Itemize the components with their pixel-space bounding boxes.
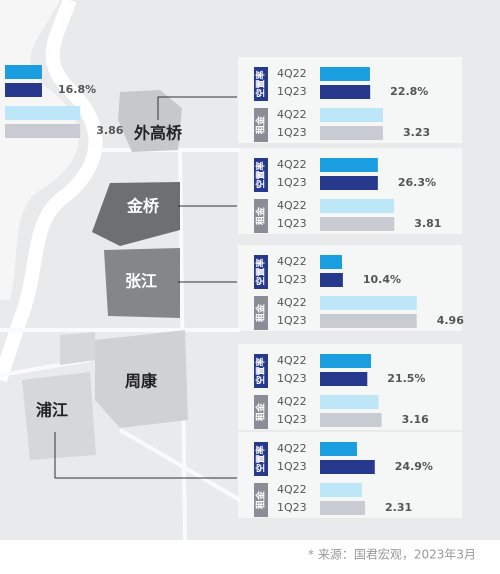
period-label: 4Q22 [277, 67, 307, 80]
period-label: 4Q22 [277, 442, 307, 455]
legend-box [254, 395, 268, 429]
bar [320, 67, 370, 81]
bar [320, 255, 342, 269]
district-label: 张江 [125, 272, 157, 291]
bar [320, 413, 382, 427]
bar [320, 217, 395, 231]
value-label: 16.8% [58, 83, 96, 96]
district-area [95, 330, 188, 428]
bar [320, 354, 372, 368]
period-label: 4Q22 [277, 483, 307, 496]
source-note: * 来源：国君宏观，2023年3月 [308, 547, 476, 562]
period-label: 1Q23 [277, 372, 307, 385]
legend-box [254, 442, 268, 476]
period-label: 4Q22 [277, 395, 307, 408]
period-label: 1Q23 [277, 413, 307, 426]
value-label: 26.3% [398, 176, 436, 189]
bar [5, 106, 81, 120]
period-label: 1Q23 [277, 501, 307, 514]
district-label: 金桥 [126, 197, 160, 216]
district-label: 周康 [125, 372, 158, 391]
bar [5, 83, 42, 97]
legend-label: 空置率 [255, 445, 267, 472]
bar [320, 126, 383, 140]
legend-box [254, 158, 268, 192]
value-label: 3.86 [96, 124, 123, 137]
bar [320, 460, 375, 474]
legend-label: 租金 [255, 402, 267, 421]
bar [320, 85, 371, 99]
district-area [22, 372, 96, 460]
legend-box [254, 67, 268, 101]
district-label: 浦江 [36, 401, 68, 420]
bar [320, 442, 357, 456]
bar [320, 483, 362, 497]
period-label: 1Q23 [277, 85, 307, 98]
legend-box [254, 483, 268, 517]
value-label: 3.81 [414, 217, 441, 230]
period-label: 4Q22 [277, 296, 307, 309]
period-label: 1Q23 [277, 460, 307, 473]
bar [320, 158, 378, 172]
legend-label: 空置率 [255, 258, 267, 285]
connector [54, 96, 237, 479]
legend-label: 租金 [255, 115, 267, 134]
value-label: 3.23 [403, 126, 430, 139]
value-label: 21.5% [387, 372, 425, 385]
legend-label: 空置率 [255, 161, 267, 188]
value-label: 4.96 [437, 314, 464, 327]
bar [320, 372, 368, 386]
legend-box [254, 199, 268, 233]
district-area [118, 90, 182, 152]
period-label: 1Q23 [277, 217, 307, 230]
legend-label: 空置率 [255, 70, 267, 97]
period-label: 4Q22 [277, 354, 307, 367]
legend-label: 租金 [255, 490, 267, 509]
legend-box [254, 296, 268, 330]
bar [5, 65, 42, 79]
legend-label: 租金 [255, 303, 267, 322]
river [0, 0, 103, 383]
value-label: 10.4% [363, 273, 401, 286]
period-label: 4Q22 [277, 255, 307, 268]
bar [320, 199, 395, 213]
bar [320, 273, 343, 287]
period-label: 1Q23 [277, 273, 307, 286]
period-label: 4Q22 [277, 199, 307, 212]
bar [320, 296, 417, 310]
value-label: 2.31 [385, 501, 412, 514]
bar [320, 176, 378, 190]
legend-box [254, 255, 268, 289]
district-label: 外高桥 [133, 124, 183, 143]
district-area [60, 332, 95, 365]
value-label: 24.9% [395, 460, 433, 473]
period-label: 1Q23 [277, 126, 307, 139]
bar [5, 124, 81, 138]
bar [320, 395, 379, 409]
legend-label: 空置率 [255, 357, 267, 384]
legend-label: 租金 [255, 206, 267, 225]
legend-box [254, 354, 268, 388]
period-label: 1Q23 [277, 314, 307, 327]
period-label: 4Q22 [277, 108, 307, 121]
period-label: 1Q23 [277, 176, 307, 189]
legend-box [254, 108, 268, 142]
value-label: 3.16 [402, 413, 429, 426]
period-label: 4Q22 [277, 158, 307, 171]
district-area [104, 248, 180, 318]
district-area [92, 182, 180, 246]
bar [320, 108, 383, 122]
value-label: 22.8% [390, 85, 428, 98]
bar [320, 501, 366, 515]
bar [320, 314, 417, 328]
footer-band [0, 540, 500, 574]
